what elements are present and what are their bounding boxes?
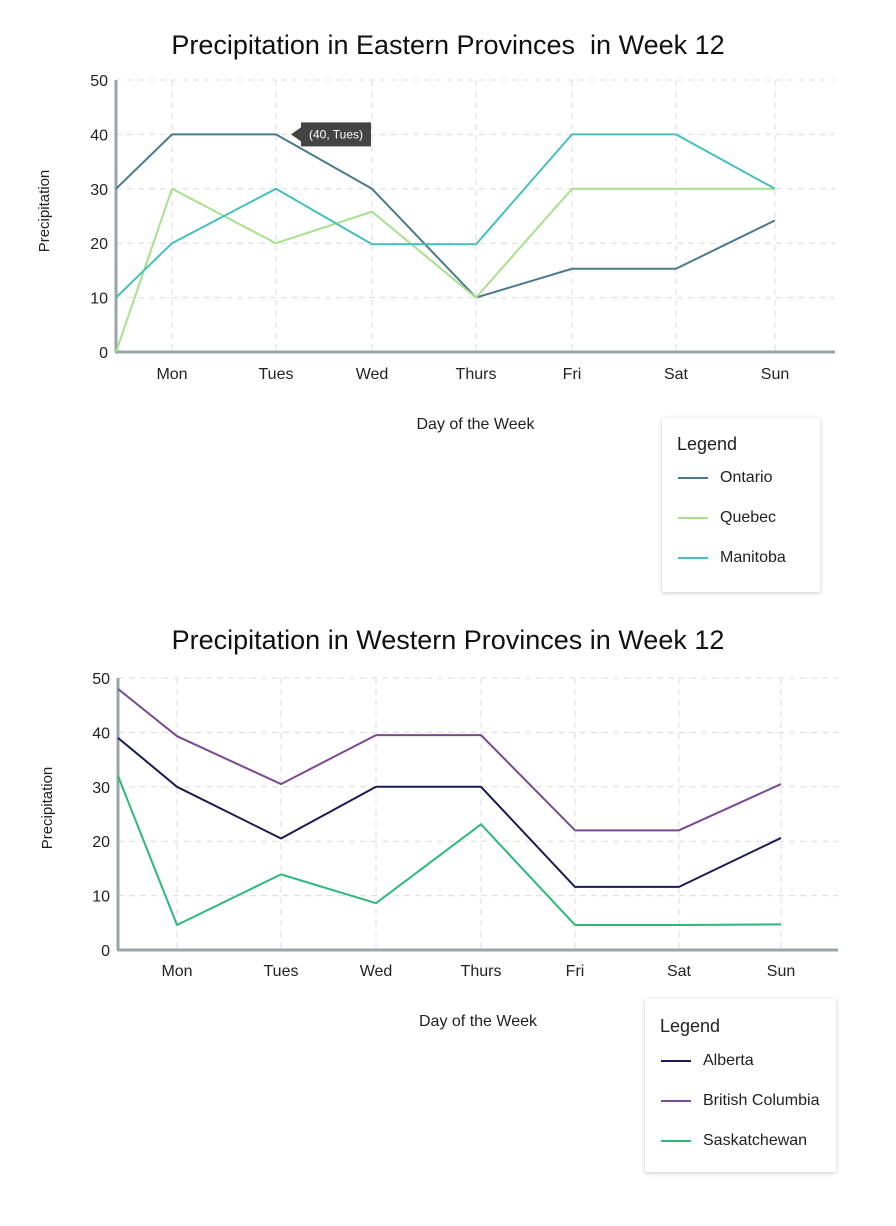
- y-tick-label: 10: [90, 291, 108, 308]
- legend-item-alberta[interactable]: Alberta: [661, 1051, 754, 1071]
- y-tick-label: 50: [90, 73, 108, 90]
- legend-item-british-columbia[interactable]: British Columbia: [661, 1091, 819, 1111]
- legend-item-manitoba[interactable]: Manitoba: [678, 548, 786, 568]
- y-tick-label: 50: [92, 671, 110, 688]
- legend-item-quebec[interactable]: Quebec: [678, 508, 776, 528]
- legend-swatch: [678, 517, 708, 519]
- x-tick-label: Sat: [667, 963, 692, 980]
- x-tick-label: Sat: [664, 366, 689, 383]
- legend-swatch: [661, 1060, 691, 1062]
- legend-swatch: [661, 1100, 691, 1102]
- y-axis-label: Precipitation: [36, 170, 53, 253]
- x-tick-label: Wed: [356, 366, 389, 383]
- legend-label: Saskatchewan: [703, 1132, 808, 1149]
- legend-swatch: [661, 1140, 691, 1142]
- y-tick-label: 30: [92, 780, 110, 797]
- x-tick-label: Thurs: [461, 963, 502, 980]
- tooltip-text: (40, Tues): [309, 127, 363, 141]
- y-tick-label: 10: [92, 889, 110, 906]
- series-line-quebec[interactable]: [115, 187, 775, 353]
- y-axis-label: Precipitation: [39, 767, 56, 850]
- legend-label: British Columbia: [703, 1092, 820, 1109]
- series-line-saskatchewan[interactable]: [117, 775, 782, 926]
- x-tick-label: Tues: [264, 963, 299, 980]
- y-tick-label: 20: [90, 236, 108, 253]
- legend-western: Legend Alberta British Columbia Saskatchew…: [645, 999, 836, 1172]
- x-axis-label: Day of the Week: [419, 1013, 538, 1030]
- chart-eastern: 0 10 20 30 40 50 Mon Tues Wed Thurs Fri Sat Sun Day o…: [36, 73, 835, 433]
- legend-title: Legend: [677, 434, 738, 454]
- legend-item-ontario[interactable]: Ontario: [678, 468, 772, 488]
- x-tick-label: Thurs: [456, 366, 497, 383]
- legend-swatch: [678, 477, 708, 479]
- tooltip: (40, Tues): [291, 122, 371, 147]
- y-tick-label: 40: [90, 127, 108, 144]
- x-axis-label: Day of the Week: [417, 416, 536, 433]
- x-tick-label: Sun: [761, 366, 789, 383]
- legend-item-saskatchewan[interactable]: Saskatchewan: [661, 1131, 807, 1151]
- x-tick-label: Wed: [360, 963, 393, 980]
- legend-title: Legend: [660, 1016, 721, 1036]
- y-tick-label: 40: [92, 725, 110, 742]
- x-tick-label: Tues: [259, 366, 294, 383]
- chart-title-eastern: Precipitation in Eastern Provinces in We…: [171, 30, 725, 60]
- x-tick-label: Mon: [161, 963, 192, 980]
- series-line-manitoba[interactable]: [115, 133, 776, 299]
- x-tick-label: Mon: [156, 366, 187, 383]
- x-tick-label: Fri: [563, 366, 582, 383]
- legend-label: Quebec: [720, 509, 777, 526]
- x-tick-label: Fri: [566, 963, 585, 980]
- series-line-british-columbia[interactable]: [117, 688, 782, 832]
- x-tick-label: Sun: [767, 963, 795, 980]
- series-line-ontario[interactable]: [115, 133, 776, 299]
- y-tick-label: 30: [90, 182, 108, 199]
- chart-title-western: Precipitation in Western Provinces in We…: [171, 625, 725, 655]
- y-tick-label: 0: [101, 943, 110, 960]
- series-line-alberta[interactable]: [117, 737, 782, 888]
- legend-label: Alberta: [703, 1052, 754, 1069]
- y-tick-label: 20: [92, 834, 110, 851]
- legend-swatch: [678, 557, 708, 559]
- legend-eastern: Legend Ontario Quebec Manitoba: [662, 418, 820, 592]
- legend-label: Manitoba: [720, 549, 786, 566]
- y-tick-label: 0: [99, 345, 108, 362]
- legend-label: Ontario: [720, 469, 773, 486]
